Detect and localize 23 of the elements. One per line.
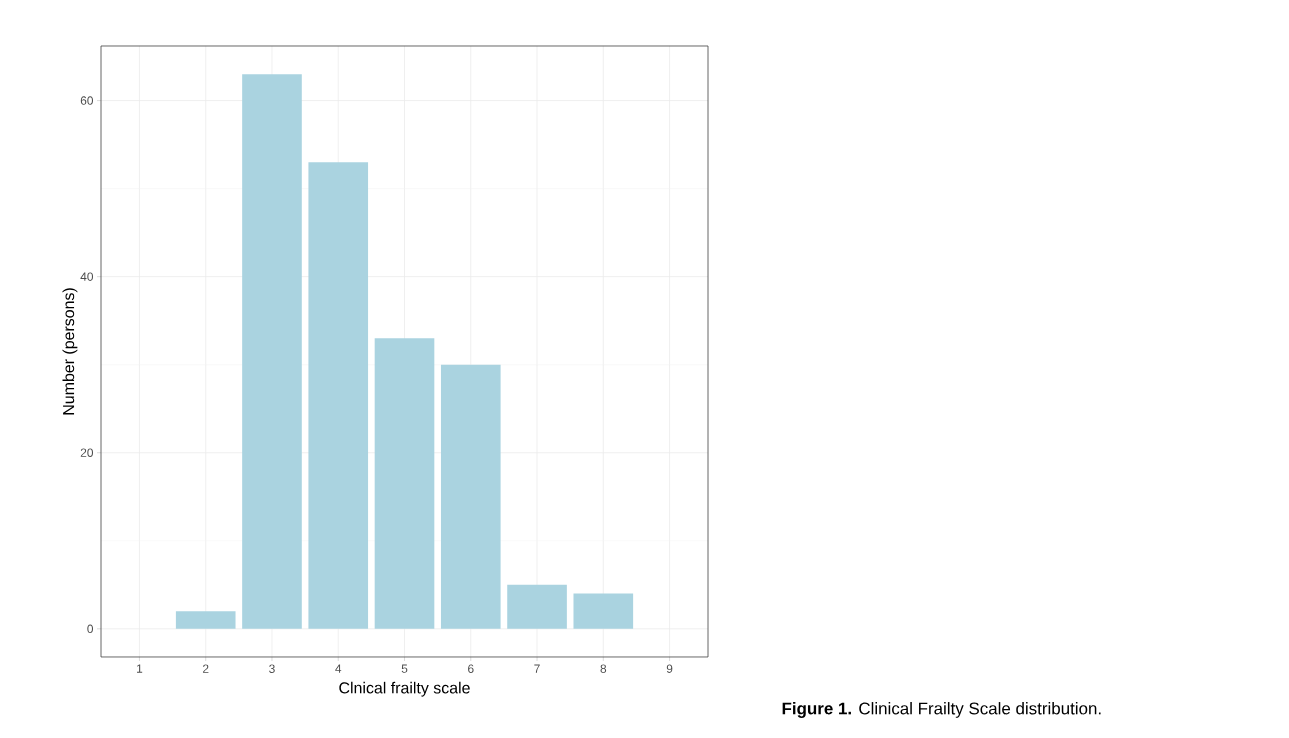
y-tick-label: 20 [80, 448, 94, 457]
bar [440, 364, 501, 629]
bar [242, 74, 302, 629]
text: Figure 1. Clinical Frailty Scale distribution. [782, 702, 1101, 718]
x-tick-label: 9 [666, 664, 673, 673]
x-tick-label: 6 [468, 664, 474, 673]
y-tick-label: 0 [87, 624, 94, 634]
y-axis-title: Number (persons) [62, 288, 78, 415]
x-tick-label: 5 [401, 664, 408, 673]
x-tick-label: 8 [600, 664, 607, 673]
x-tick-label: 3 [269, 664, 275, 673]
x-tick-label: 2 [202, 664, 209, 673]
bar [175, 611, 236, 629]
x-tick-label: 4 [335, 664, 342, 673]
y-tick-label: 40 [80, 272, 94, 281]
x-tick-label: 1 [137, 664, 143, 673]
bar [374, 338, 435, 629]
y-tick-label: 60 [80, 96, 94, 105]
x-tick-label: 7 [534, 664, 540, 673]
bar [573, 593, 634, 629]
bar [507, 584, 567, 629]
bar [308, 162, 369, 629]
x-axis-title: Clnical frailty scale [339, 681, 470, 697]
